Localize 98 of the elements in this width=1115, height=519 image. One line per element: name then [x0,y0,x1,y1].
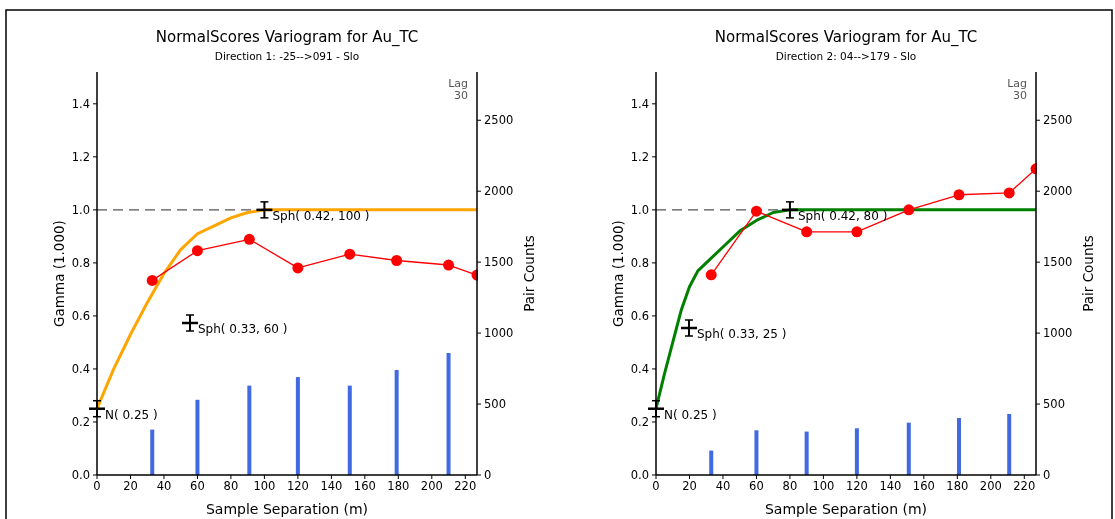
y-tick-label: 0.0 [71,468,90,482]
x-tick-label: 220 [1013,479,1036,493]
y-tick-label: 1.2 [71,149,90,164]
bar [394,369,399,475]
y-tick-label: 1.4 [630,96,649,111]
y2-tick-label: 0 [484,468,492,482]
x-tick-label: 120 [286,479,309,493]
point [243,233,255,245]
bar [754,430,759,475]
x-tick-label: 60 [190,479,205,493]
point [443,259,455,271]
y-tick-label: 0.8 [71,255,90,270]
x-tick-label: 40 [156,479,172,493]
point [851,226,863,238]
bar [854,428,859,475]
y-tick-label: 0.2 [71,414,90,429]
bar [957,417,961,475]
y2-tick-label: 2500 [484,113,514,128]
y2-tick-label: 2000 [484,184,514,199]
bar [709,450,714,475]
y-tick-label: 0.4 [71,361,90,376]
x-tick-label: 80 [782,479,798,493]
point [953,189,965,201]
point [750,205,762,217]
point [705,269,717,281]
x-tick-label: 180 [946,479,969,493]
x-tick-label: 80 [223,479,239,493]
y-tick-label: 0.0 [630,468,649,482]
bar [150,429,155,475]
x-tick-label: 60 [749,479,764,493]
bar [247,385,252,475]
annotation: Sph( 0.33, 60 ) [198,322,288,336]
y2-tick-label: 0 [1043,468,1051,482]
chart-subtitle: Direction 2: 04-->179 - Slo [775,50,917,62]
y2-tick-label: 1000 [1043,326,1073,341]
y-tick-label: 0.6 [71,308,90,323]
x-tick-label: 180 [387,479,410,493]
annotation: Sph( 0.42, 80 ) [797,208,888,223]
chart-subtitle: Direction 1: -25-->091 - Slo [214,50,360,62]
x-axis-title: Sample Separation (m) [205,501,369,517]
chart-title: NormalScores Variogram for Au_TC [714,28,978,47]
x-tick-label: 160 [912,479,935,493]
y2-tick-label: 2500 [1043,113,1073,128]
bar [906,422,911,475]
annotation: Sph( 0.33, 25 ) [697,327,787,341]
annotation: Lag 30 [448,77,468,102]
y2-tick-label: 500 [1043,397,1065,412]
point [292,262,304,274]
point [1003,187,1015,199]
y-axis-title: Gamma (1.000) [610,220,626,327]
x-tick-label: 100 [253,479,276,493]
y-tick-label: 1.2 [630,149,649,164]
x-tick-label: 200 [979,479,1002,493]
annotation: N( 0.25 ) [105,407,158,422]
x-tick-label: 100 [812,479,835,493]
y-tick-label: 0.6 [630,308,649,323]
bar [1007,413,1012,475]
bar [295,377,300,475]
y-tick-label: 0.8 [630,255,649,270]
y2-tick-label: 1500 [484,255,514,270]
y2-axis-title: Pair Counts [521,235,537,312]
x-tick-label: 40 [715,479,731,493]
bar [804,431,809,475]
point [191,245,203,257]
x-tick-label: 220 [454,479,477,493]
x-tick-label: 120 [845,479,868,493]
bar [347,385,352,475]
point [344,248,356,260]
y2-tick-label: 500 [484,397,506,412]
annotation: Sph( 0.42, 100 ) [272,208,370,223]
y-tick-label: 1.0 [630,202,649,217]
x-tick-label: 0 [93,479,101,493]
y2-tick-label: 1000 [484,326,514,341]
x-tick-label: 200 [420,479,443,493]
annotation: Lag 30 [1007,77,1027,102]
y2-axis-title: Pair Counts [1080,235,1096,312]
bar [195,399,200,475]
bar [446,352,451,475]
x-tick-label: 140 [320,479,343,493]
point [391,255,403,267]
x-tick-label: 160 [353,479,376,493]
y2-tick-label: 2000 [1043,184,1073,199]
annotation: N( 0.25 ) [664,407,717,422]
x-axis-title: Sample Separation (m) [764,501,928,517]
point [146,274,158,286]
point [801,226,813,238]
chart-title: NormalScores Variogram for Au_TC [155,28,419,47]
x-tick-label: 0 [652,479,660,493]
y-axis-title: Gamma (1.000) [51,220,67,327]
y-tick-label: 1.4 [71,96,90,111]
x-tick-label: 140 [879,479,902,493]
x-tick-label: 20 [682,479,697,493]
y-tick-label: 1.0 [71,202,90,217]
point [903,204,915,216]
y-tick-label: 0.2 [630,414,649,429]
y-tick-label: 0.4 [630,361,649,376]
y2-tick-label: 1500 [1043,255,1073,270]
x-tick-label: 20 [123,479,138,493]
